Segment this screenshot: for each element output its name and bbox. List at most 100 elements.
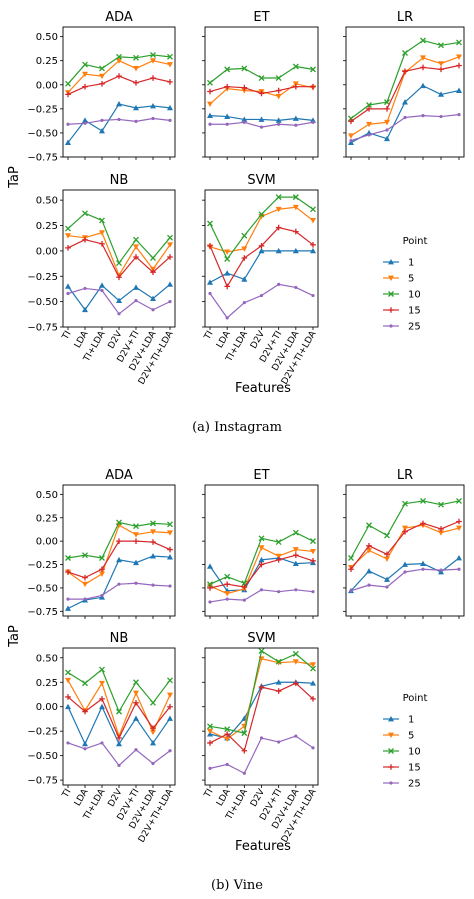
caption-vine: (b) Vine [0,878,474,893]
panel-instagram-ada: ADA 0.50 0.25 0.00 −0.25 −0.50 −0.75 [27,10,176,164]
data-point [402,68,408,75]
x-tick-label: TI [202,788,215,801]
series-10 [207,194,316,262]
data-point [167,546,173,553]
data-point [457,113,461,117]
data-point [275,93,282,100]
data-point [99,555,105,561]
data-point [82,740,88,747]
series-line [209,650,314,734]
data-point [225,316,229,320]
data-point [241,246,248,252]
data-point [438,91,444,97]
y-tick-label: 0.50 [36,32,58,43]
data-point [224,256,231,262]
series-25 [208,734,315,775]
data-point [167,79,173,85]
data-point [241,584,248,590]
caption-instagram: (a) Instagram [0,420,474,435]
data-point [83,286,87,291]
data-point [99,217,105,224]
series-5 [348,54,462,139]
data-point [293,680,299,687]
data-point [258,684,265,690]
data-point [99,680,105,687]
data-point [65,669,71,676]
data-point [116,297,122,304]
data-point [242,120,246,124]
data-point [116,735,122,741]
data-point [275,658,282,665]
data-point [241,88,248,94]
data-point [133,679,139,686]
panel-title: NB [110,631,129,646]
data-point [65,245,71,251]
y-tick-label: 0.00 [36,246,58,257]
data-point [65,569,71,575]
caption-label-b: (b) [211,878,230,893]
data-point [456,54,462,60]
data-point [241,730,248,737]
data-point [208,600,212,604]
data-point [242,598,246,602]
series-1 [65,281,173,313]
series-10 [207,529,316,588]
data-point [385,128,389,132]
instagram-xlabel: Features [235,381,291,396]
y-tick-label: −0.50 [27,128,58,139]
data-point [82,552,88,559]
legend-label: 25 [408,322,421,333]
data-point [167,104,173,111]
data-point [167,554,173,560]
panel-instagram-lr: LR [343,10,465,160]
data-point [150,269,156,275]
data-point [385,585,389,589]
series-line [209,735,314,774]
data-point [292,247,299,254]
legend-marker [388,275,394,281]
data-point [259,736,264,740]
data-point [293,228,299,235]
data-point [117,582,121,586]
data-point [116,708,122,715]
data-point [420,82,426,89]
data-point [133,538,139,544]
data-point [456,554,462,561]
data-point [402,561,408,567]
data-point [224,726,231,733]
data-point [421,567,425,571]
data-point [402,50,408,56]
legend-title: Point [403,236,428,247]
data-point [384,106,390,112]
data-point [207,220,213,227]
legend-label: 10 [408,290,421,301]
data-point [151,761,155,766]
panel-frame [62,484,176,617]
data-point [275,553,282,560]
series-1 [207,112,316,123]
data-point [167,703,173,710]
data-point [456,518,462,525]
data-point [292,547,299,553]
data-point [420,497,426,504]
panel-title: ADA [105,468,133,483]
data-point [167,521,173,528]
data-point [150,75,156,81]
data-point [367,133,371,137]
data-point [224,113,231,119]
data-point [311,746,315,750]
data-point [348,118,354,125]
panel-frame [62,647,176,786]
data-point [402,500,408,507]
y-tick-label: 0.00 [36,80,58,91]
data-point [275,117,282,123]
data-point [224,283,230,290]
data-point [403,115,407,120]
series-5 [65,522,173,588]
data-point [275,194,282,201]
data-point [258,545,265,551]
